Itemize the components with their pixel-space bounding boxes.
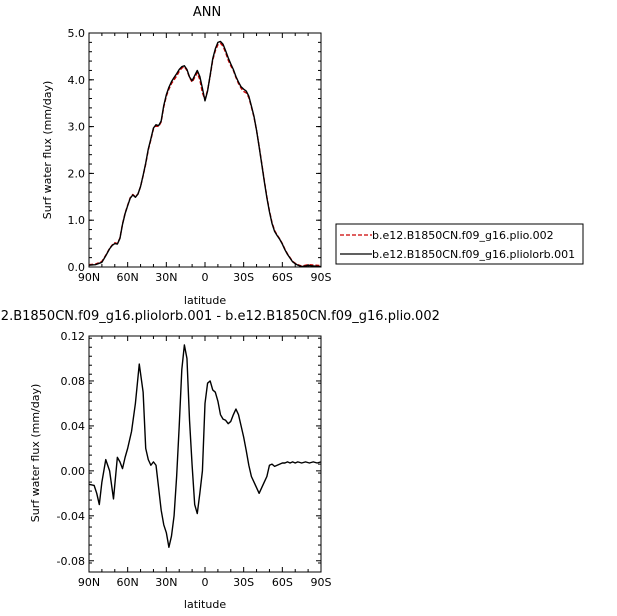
y-tick-label: 0.0	[68, 261, 86, 274]
top-x-tick-labels: 90N 60N 30N 0 30S 60S 90S	[78, 271, 332, 284]
bottom-chart-title: b.e12.B1850CN.f09_g16.pliolorb.001 - b.e…	[0, 309, 440, 324]
x-tick-label: 60S	[272, 576, 293, 589]
x-tick-label: 90N	[78, 271, 100, 284]
y-tick-label: 1.0	[68, 214, 86, 227]
y-tick-label: 0.12	[61, 330, 86, 343]
y-tick-label: 5.0	[68, 27, 86, 40]
y-tick-label: 0.00	[61, 465, 86, 478]
legend-label-series-2: b.e12.B1850CN.f09_g16.pliolorb.001	[372, 248, 575, 261]
y-tick-label: -0.08	[57, 555, 85, 568]
x-tick-label: 30S	[233, 576, 254, 589]
x-tick-label: 60S	[272, 271, 293, 284]
x-tick-label: 0	[202, 576, 209, 589]
top-plot-frame	[88, 32, 322, 268]
legend: b.e12.B1850CN.f09_g16.plio.002 b.e12.B18…	[335, 223, 584, 265]
series-line-2	[88, 40, 322, 268]
x-tick-label: 90S	[311, 576, 332, 589]
top-y-axis-label: Surf water flux (mm/day)	[41, 81, 54, 220]
bottom-plot-frame	[88, 335, 322, 573]
y-tick-label: 4.0	[68, 74, 86, 87]
legend-label-series-1: b.e12.B1850CN.f09_g16.plio.002	[372, 229, 554, 242]
bottom-series-group	[88, 344, 322, 548]
bottom-y-axis-label: Surf water flux (mm/day)	[29, 384, 42, 523]
legend-box	[335, 223, 584, 265]
top-y-tick-labels: 0.0 1.0 2.0 3.0 4.0 5.0	[68, 27, 86, 274]
top-chart-title: ANN	[193, 5, 221, 20]
x-tick-label: 90S	[311, 271, 332, 284]
bottom-chart: b.e12.B1850CN.f09_g16.pliolorb.001 - b.e…	[0, 309, 440, 611]
series-line-1	[88, 344, 322, 548]
bottom-y-tick-labels: -0.08 -0.04 0.00 0.04 0.08 0.12	[57, 330, 85, 568]
x-tick-label: 60N	[117, 271, 139, 284]
x-tick-label: 90N	[78, 576, 100, 589]
bottom-x-axis-label: latitude	[184, 598, 226, 611]
y-tick-label: -0.04	[57, 510, 85, 523]
y-tick-label: 0.04	[61, 420, 86, 433]
bottom-x-tick-labels: 90N 60N 30N 0 30S 60S 90S	[78, 576, 332, 589]
top-series-group	[88, 40, 322, 268]
x-tick-label: 0	[202, 271, 209, 284]
series-line-1	[88, 42, 322, 267]
x-tick-label: 30S	[233, 271, 254, 284]
y-tick-label: 0.08	[61, 375, 86, 388]
top-ticks	[88, 32, 322, 268]
x-tick-label: 30N	[155, 271, 177, 284]
y-tick-label: 2.0	[68, 167, 86, 180]
bottom-ticks	[88, 335, 322, 573]
x-tick-label: 30N	[155, 576, 177, 589]
x-tick-label: 60N	[117, 576, 139, 589]
top-chart: ANN 0.01.02.03.04.05.0 90N 60N 30N 0 30S 60S 9…	[41, 5, 584, 307]
y-tick-label: 3.0	[68, 121, 86, 134]
top-x-axis-label: latitude	[184, 294, 226, 307]
